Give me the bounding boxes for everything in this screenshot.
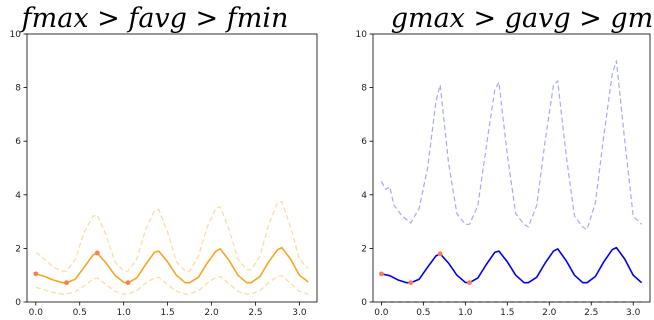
left-ytick-label: 2 <box>15 244 21 254</box>
left-series-f-avg <box>35 246 309 284</box>
right-xtick-label: 3.0 <box>626 308 641 318</box>
right-xtick-label: 0.0 <box>374 308 389 318</box>
right-xtick-label: 2.0 <box>542 308 557 318</box>
right-chart: gmax > gavg > gmin 0.0 0.5 1.0 1.5 2.0 2.5 3.0… <box>356 3 654 318</box>
right-ytick-label: 6 <box>361 137 367 147</box>
right-ytick-label: 8 <box>361 84 367 94</box>
left-xtick-label: 0.0 <box>29 308 44 318</box>
left-xtick-label: 1.5 <box>160 308 174 318</box>
right-xtick-label: 1.5 <box>500 308 514 318</box>
left-xtick-label: 2.0 <box>204 308 219 318</box>
left-ytick-label: 6 <box>15 137 21 147</box>
left-chart-axes <box>26 33 318 303</box>
right-chart-axes <box>372 33 651 303</box>
left-chart: fmax > favg > fmin 0.0 0.5 1.0 1.5 2.0 2.5 3.0… <box>10 3 318 318</box>
right-series-g-avg <box>381 246 643 284</box>
left-chart-marks <box>33 200 309 295</box>
right-ytick-label: 0 <box>361 298 367 308</box>
left-ytick-label: 4 <box>15 191 21 201</box>
left-xtick-label: 0.5 <box>73 308 87 318</box>
right-marker-point <box>437 251 443 257</box>
right-marker-point <box>378 271 384 277</box>
right-ytick-label: 4 <box>361 191 367 201</box>
right-marker-point <box>408 280 414 286</box>
right-xtick-label: 0.5 <box>416 308 430 318</box>
right-chart-title: gmax > gavg > gmin <box>391 3 654 34</box>
right-series-g-max <box>380 60 643 231</box>
left-ytick-label: 0 <box>15 298 21 308</box>
right-marker-point <box>467 280 472 286</box>
right-chart-marks <box>378 60 643 303</box>
left-chart-ticks: 0.0 0.5 1.0 1.5 2.0 2.5 3.0 0 2 4 6 8 10 <box>10 30 307 318</box>
left-marker-point <box>64 280 69 286</box>
left-marker-point <box>94 250 100 256</box>
left-series-f-min <box>35 275 309 295</box>
right-xtick-label: 2.5 <box>584 308 598 318</box>
right-ytick-label: 10 <box>356 30 368 40</box>
left-xtick-label: 2.5 <box>248 308 262 318</box>
left-marker-point <box>125 280 131 286</box>
left-xtick-label: 1.0 <box>117 308 132 318</box>
left-chart-title: fmax > favg > fmin <box>20 3 289 34</box>
left-marker-point <box>33 271 39 277</box>
right-chart-ticks: 0.0 0.5 1.0 1.5 2.0 2.5 3.0 0 2 4 6 8 10 <box>356 30 641 318</box>
right-ytick-label: 2 <box>361 244 367 254</box>
left-xtick-label: 3.0 <box>292 308 307 318</box>
left-ytick-label: 10 <box>10 30 22 40</box>
left-series-f-max <box>35 200 309 272</box>
left-ytick-label: 8 <box>15 84 21 94</box>
right-xtick-label: 1.0 <box>458 308 473 318</box>
